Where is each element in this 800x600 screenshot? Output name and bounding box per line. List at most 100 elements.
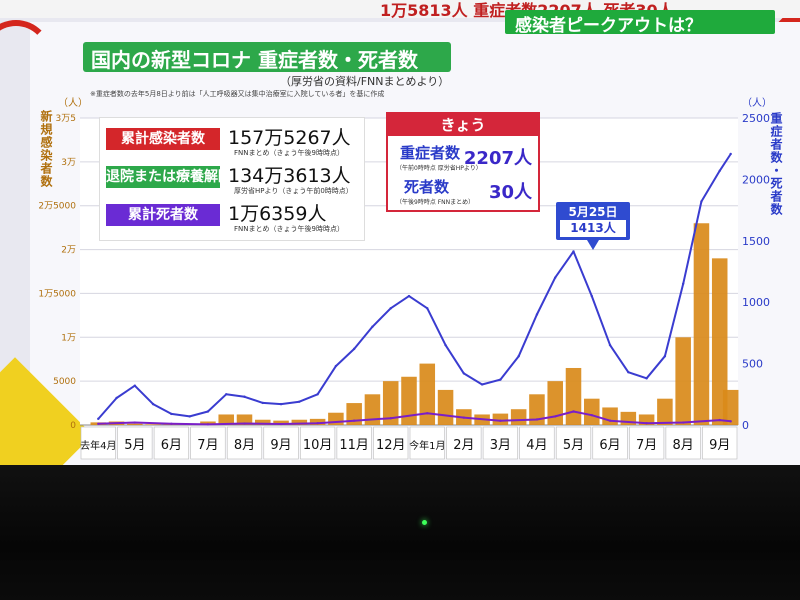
severe-point-3 [151,402,155,406]
death-point-12 [535,418,539,421]
severe-cases-line [97,153,732,420]
today-severe-label: 重症者数 [400,144,461,162]
stat-row-total-cases: 累計感染者数 157万5267人 FNNまとめ（きょう午後9時時点） [106,124,362,160]
severe-point-25 [554,276,557,279]
severe-point-23 [517,355,520,358]
x-tick-cell-16 [665,426,701,460]
severe-point-15 [371,325,374,328]
stat-value-total-cases: 157万5267人 [228,127,351,149]
today-deaths-note: （午後9時時点 FNNまとめ） [396,199,475,206]
stat-value-recovered: 134万3613人 [228,165,351,187]
death-point-3 [206,423,210,426]
severe-point-4 [170,412,173,416]
severe-point-7 [225,393,228,396]
left-tick-label-2: 1万 [61,333,76,343]
death-point-1 [133,421,137,424]
x-tick-label-5: 9月 [270,438,291,453]
decorative-red-arc [0,20,52,92]
left-tick-label-7: 3万5 [56,114,76,124]
severe-point-32 [681,282,685,285]
stats-box: 累計感染者数 157万5267人 FNNまとめ（きょう午後9時時点） 退院または… [100,118,364,240]
right-tick-label-2: 1000 [742,296,770,309]
x-tick-cell-11 [482,426,518,460]
severe-point-11 [298,400,301,403]
x-tick-cell-5 [263,426,299,460]
case-bar-32 [675,337,691,425]
x-tick-cell-3 [190,426,226,460]
death-point-19 [718,418,721,422]
severe-point-5 [188,415,191,418]
left-axis-title: 新規感染者数 [39,110,53,188]
severe-point-34 [718,169,721,173]
death-point-2 [170,422,173,425]
x-tick-label-12: 4月 [526,438,547,453]
severe-point-17 [407,294,411,298]
stat-row-recovered: 退院または療養解除 134万3613人 厚労省HPより（きょう午前0時時点） [106,162,362,198]
case-bar-15 [364,394,381,425]
death-point-6 [316,421,319,425]
severe-point-26 [572,250,575,253]
stat-label-recovered: 退院または療養解除 [106,166,232,188]
case-bar-2 [127,423,143,425]
x-tick-label-8: 12月 [376,438,406,453]
today-box: きょう 重症者数 2207人 （午前0時時点 厚労省HPより） 死者数 30人 … [386,112,540,212]
chart-footnote: ※重症者数の去年5月8日より前は「人工呼吸器又は集中治療室に入院している者」を基… [90,90,385,98]
case-bar-22 [492,413,509,425]
death-point-15 [590,413,593,417]
case-bar-16 [382,381,399,425]
severe-point-9 [261,401,264,405]
power-led [422,520,427,525]
death-point-7 [352,419,356,422]
left-tick-label-3: 1万5000 [38,289,76,299]
severe-point-0 [97,417,100,421]
severe-point-6 [206,410,210,413]
right-tick-label-5: 2500 [742,112,770,125]
stat-label-total-deaths: 累計死者数 [106,204,220,226]
peak-callout: 5月25日 1413人 [556,202,630,240]
case-bar-25 [547,381,563,425]
x-tick-label-16: 8月 [673,438,694,453]
stat-note-total-cases: FNNまとめ（きょう午後9時時点） [234,149,344,157]
stat-note-total-deaths: FNNまとめ（きょう午後9時時点） [234,225,344,233]
today-deaths-value: 30人 [488,182,532,203]
death-point-0 [97,422,100,425]
chart-title: 国内の新型コロナ 重症者数・死者数 [91,48,418,72]
left-tick-label-5: 2万5000 [38,202,76,212]
death-point-18 [681,421,685,424]
death-point-9 [426,412,429,415]
case-bar-3 [145,424,161,425]
case-bar-10 [273,420,289,425]
x-tick-cell-6 [300,426,336,460]
severe-point-10 [279,402,283,406]
today-severe-value: 2207人 [463,148,532,169]
severe-point-28 [608,343,612,347]
stat-note-recovered: 厚労省HPより（きょう午前0時時点） [234,187,353,195]
severe-point-14 [352,347,356,351]
x-tick-label-11: 3月 [490,438,511,453]
right-tick-label-3: 1500 [742,235,770,248]
left-axis-unit: （人） [58,98,88,109]
chart-source: （厚労省の資料/FNNまとめより） [280,75,450,88]
peak-callout-pointer [587,240,599,250]
x-tick-label-1: 5月 [124,438,145,453]
severe-point-31 [663,355,667,358]
x-tick-label-14: 6月 [599,438,620,453]
severe-point-8 [243,395,246,398]
severe-point-22 [499,378,502,381]
case-bar-24 [529,394,545,425]
left-tick-label-6: 3万 [61,158,76,168]
peak-callout-value: 1413人 [560,220,626,237]
x-tick-cell-12 [519,426,555,460]
x-tick-label-17: 9月 [709,438,730,453]
case-bar-7 [218,414,234,425]
x-tick-cell-14 [592,426,628,460]
case-bar-26 [565,367,582,425]
today-heading: きょう [388,114,538,136]
headline-text: 感染者ピークアウトは？ [515,16,702,36]
severe-point-18 [426,307,429,310]
death-point-4 [243,422,246,425]
severe-point-19 [444,343,447,347]
severe-point-33 [700,200,703,203]
x-tick-cell-0 [80,426,116,460]
